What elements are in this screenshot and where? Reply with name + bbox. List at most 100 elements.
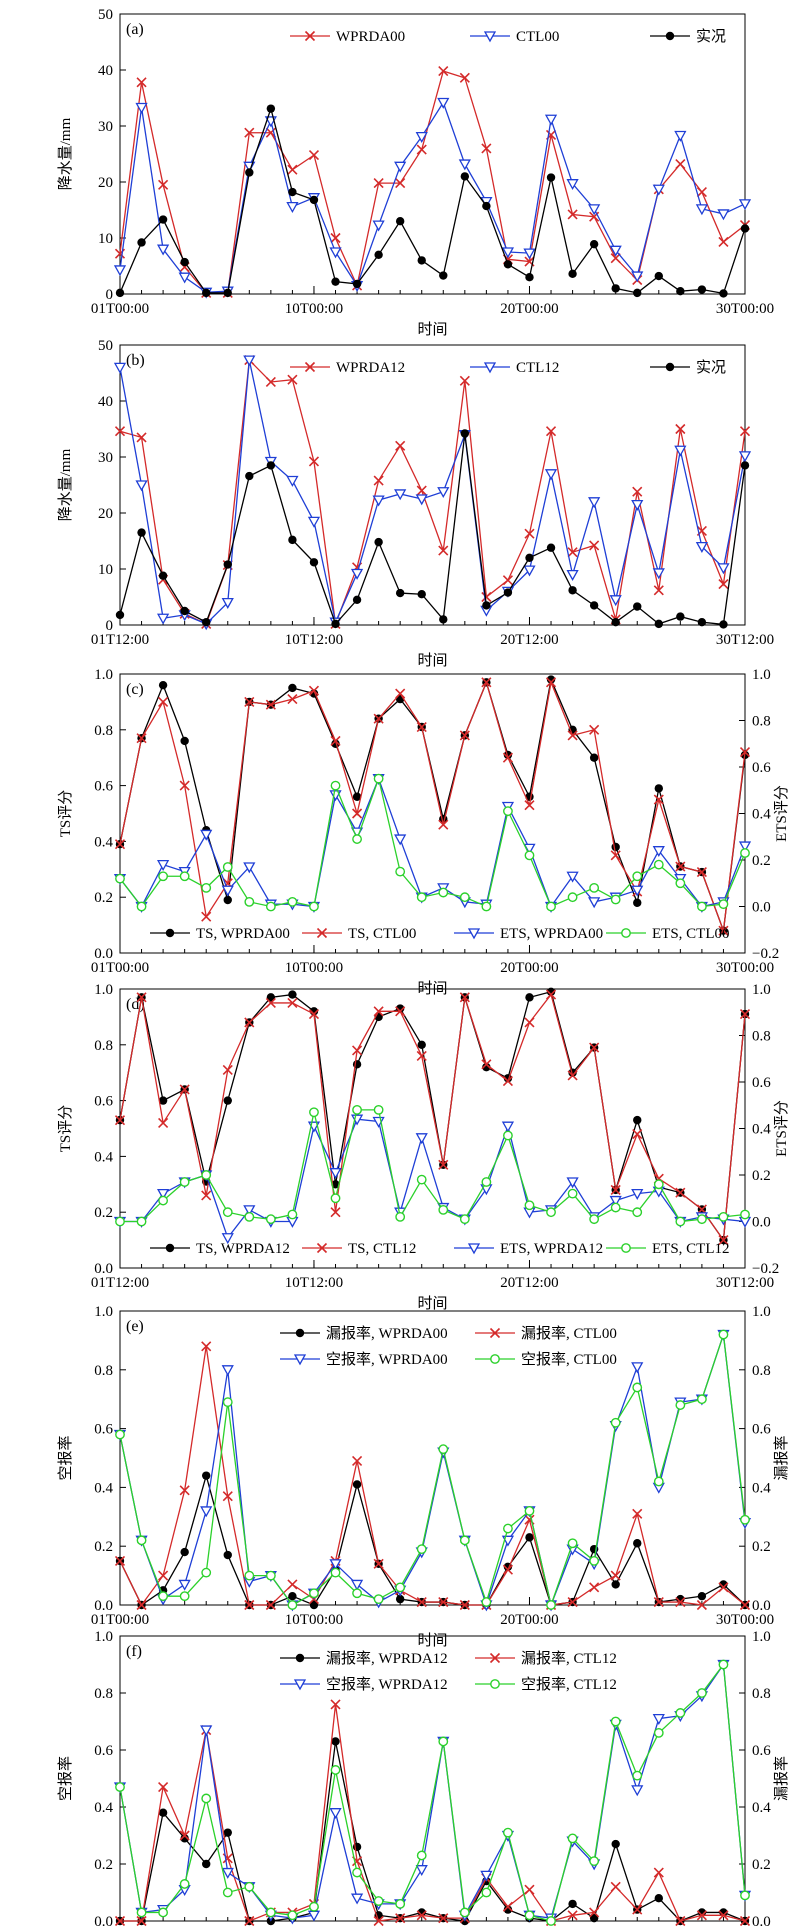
data-point [611,284,620,293]
data-point [525,273,534,282]
data-point [179,780,190,791]
data-point [223,1828,232,1837]
data-point [525,553,534,562]
data-point [675,861,686,872]
legend-marker [490,1354,500,1364]
y-tick-label: 1.0 [94,1629,113,1645]
data-point [481,1597,492,1607]
data-point [438,1159,449,1170]
data-point [632,486,643,497]
data-point [458,159,471,171]
y-axis-title: 空报率 [57,1435,74,1480]
data-point [373,713,384,724]
legend-marker [621,928,631,938]
data-point [632,1770,643,1781]
x-axis-title: 时间 [417,1295,447,1312]
data-point [288,683,297,693]
data-point [222,862,233,872]
y-tick-label: 30 [98,450,113,466]
y-tick-label: 0.8 [94,723,113,739]
data-point [243,1205,256,1217]
data-point [352,1045,363,1056]
legend-marker [467,1243,481,1255]
data-point [481,591,492,603]
data-point [136,992,147,1003]
data-point [546,173,556,182]
data-point [331,277,340,286]
y-tick-label: 0.4 [94,1480,113,1496]
data-point [567,547,578,558]
data-point [675,1915,686,1927]
data-point [373,178,384,189]
data-point [180,606,189,616]
data-point [502,1901,513,1912]
data-point [610,894,621,905]
data-point [567,1538,578,1549]
data-point [158,1117,169,1128]
x-tick-label: 10T12:00 [285,1275,343,1291]
data-point [395,1006,406,1017]
data-point [697,1908,707,1917]
data-point [158,1907,169,1918]
data-point [652,1714,665,1725]
legend-label: 空报率, WPRDA00 [326,1351,448,1368]
data-point [740,461,750,470]
data-point [524,1884,535,1895]
data-point [158,871,169,882]
data-point [589,724,600,735]
data-point [373,1006,384,1017]
legend-label: 空报率, WPRDA12 [326,1676,448,1693]
data-point [156,613,170,625]
data-point [567,730,578,741]
y-axis-title: 降水量/mm [57,117,74,190]
data-point [373,475,384,486]
data-point [308,150,320,161]
legend-label: ETS, WPRDA00 [500,926,603,942]
data-point [135,480,148,492]
data-point [696,867,707,878]
data-point [739,1599,751,1611]
y2-tick-label: 0.4 [752,1800,771,1816]
data-point [287,164,298,175]
data-point [350,1579,364,1591]
data-point [136,1915,147,1927]
data-point [718,1329,729,1340]
data-point [373,773,384,784]
legend-marker [165,928,175,938]
y2-tick-label: 1.0 [752,667,771,683]
legend-label: 空报率, CTL12 [521,1676,617,1693]
data-point [588,497,601,509]
data-point [740,1890,750,1901]
data-point [243,862,256,874]
data-point [115,1782,125,1792]
data-point [373,1594,384,1605]
data-point [395,1582,406,1593]
data-point [415,1865,428,1877]
data-point [114,1555,126,1566]
legend-marker [483,362,497,374]
data-point [265,1599,276,1611]
data-point [675,423,686,435]
data-point [610,1716,621,1727]
y-tick-label: 0.8 [94,1363,113,1379]
data-point [395,217,405,226]
data-point [179,871,190,882]
x-tick-label: 01T12:00 [91,1275,149,1291]
data-point [201,1341,212,1352]
y2-tick-label: 0.2 [752,1168,771,1184]
y-tick-label: 1.0 [94,1304,113,1320]
data-point [566,1177,579,1189]
data-point [115,1216,125,1227]
data-point [523,565,536,577]
data-point [352,808,363,819]
data-point [395,178,406,189]
data-point [438,66,449,77]
data-point [739,1009,751,1020]
data-point [288,187,297,197]
data-point [438,887,449,898]
data-point [179,1879,190,1889]
data-point [180,736,189,746]
data-point [395,1004,405,1013]
